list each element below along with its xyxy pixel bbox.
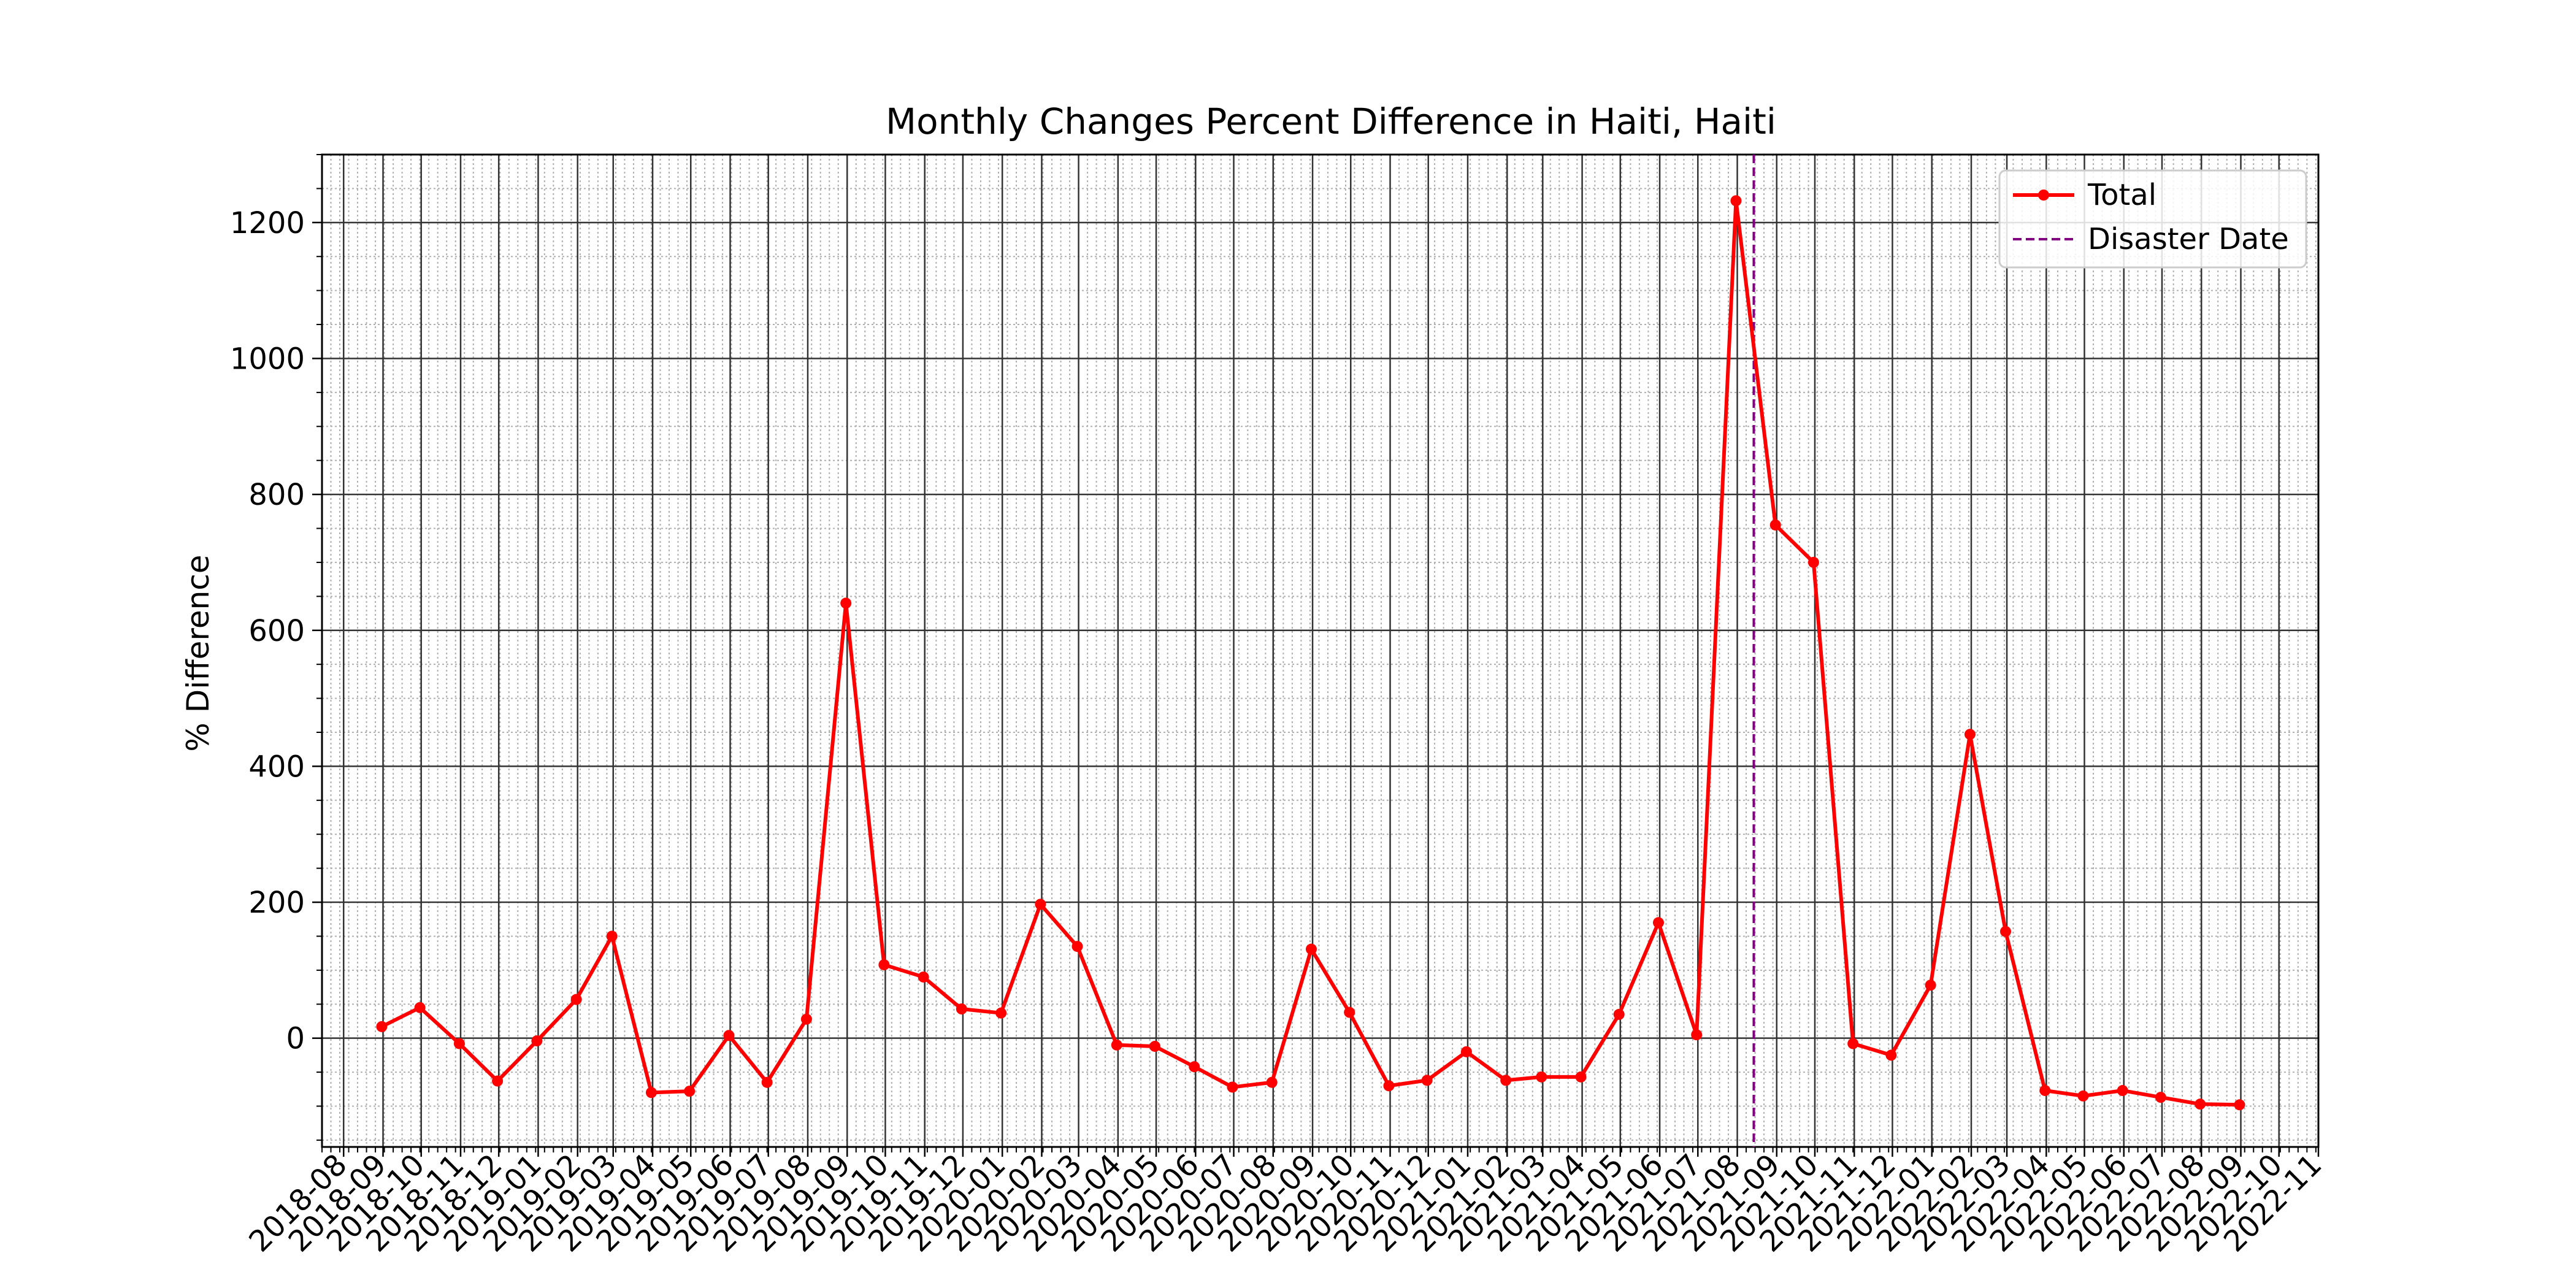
data-point bbox=[570, 994, 582, 1005]
data-point bbox=[492, 1075, 504, 1087]
data-point bbox=[1383, 1080, 1395, 1092]
data-point bbox=[1460, 1046, 1472, 1057]
legend-total-marker bbox=[2038, 190, 2049, 201]
y-tick-label: 0 bbox=[286, 1022, 305, 1056]
data-point bbox=[1344, 1006, 1355, 1018]
y-tick-label: 200 bbox=[248, 886, 305, 920]
data-point bbox=[1071, 941, 1083, 953]
data-point bbox=[414, 1002, 426, 1013]
data-point bbox=[1227, 1081, 1238, 1093]
plot-frame bbox=[321, 153, 2320, 1148]
data-point bbox=[2155, 1092, 2166, 1103]
data-point bbox=[2234, 1099, 2245, 1111]
y-tick-label: 1200 bbox=[230, 206, 305, 240]
data-point bbox=[376, 1021, 388, 1032]
chart-title: Monthly Changes Percent Difference in Ha… bbox=[886, 101, 1776, 142]
data-point bbox=[2195, 1098, 2206, 1110]
legend-total-label: Total bbox=[2087, 178, 2156, 212]
data-point bbox=[453, 1038, 465, 1049]
data-point bbox=[878, 959, 890, 970]
data-point bbox=[1885, 1049, 1897, 1061]
data-point bbox=[840, 597, 852, 609]
y-tick-label: 800 bbox=[248, 478, 305, 512]
data-point bbox=[531, 1035, 543, 1047]
data-point bbox=[1964, 729, 1976, 740]
data-point bbox=[956, 1003, 967, 1015]
data-point bbox=[1305, 943, 1317, 955]
data-point bbox=[1999, 926, 2011, 937]
y-tick-label: 600 bbox=[248, 614, 305, 648]
data-point bbox=[800, 1013, 812, 1025]
x-axis-ticks: 2018-082018-092018-102018-112018-122019-… bbox=[242, 1147, 2328, 1259]
data-point bbox=[1266, 1076, 1278, 1088]
y-tick-label: 1000 bbox=[230, 342, 305, 376]
data-point bbox=[1575, 1071, 1587, 1083]
data-point bbox=[1421, 1075, 1433, 1086]
data-point bbox=[1111, 1039, 1122, 1051]
data-point bbox=[1149, 1040, 1160, 1052]
data-point bbox=[1189, 1061, 1200, 1073]
data-point bbox=[1536, 1071, 1547, 1083]
data-point bbox=[1925, 979, 1936, 991]
data-point bbox=[1035, 899, 1046, 910]
y-axis-ticks: 0 200 400 600 800 1000 1200 bbox=[230, 154, 322, 1141]
legend-box bbox=[1998, 169, 2307, 269]
legend-disaster-label: Disaster Date bbox=[2088, 222, 2289, 256]
data-point bbox=[2077, 1090, 2089, 1102]
legend: Total Disaster Date bbox=[1998, 169, 2307, 269]
data-point bbox=[1847, 1038, 1859, 1049]
data-point bbox=[2117, 1085, 2128, 1097]
data-point bbox=[1652, 917, 1664, 929]
data-point bbox=[723, 1030, 735, 1041]
y-axis-label: % Difference bbox=[180, 554, 216, 751]
data-point bbox=[1730, 195, 1742, 207]
data-point bbox=[684, 1086, 696, 1097]
data-point bbox=[2039, 1085, 2051, 1097]
data-point bbox=[1769, 519, 1781, 531]
data-point bbox=[761, 1076, 773, 1088]
series-total bbox=[376, 195, 2245, 1111]
data-point bbox=[606, 930, 618, 942]
data-point bbox=[1500, 1075, 1512, 1086]
data-point bbox=[918, 971, 929, 983]
data-point bbox=[995, 1007, 1007, 1019]
data-point bbox=[1613, 1008, 1625, 1020]
grid bbox=[321, 154, 2320, 1147]
y-tick-label: 400 bbox=[248, 749, 305, 784]
data-point bbox=[1691, 1029, 1703, 1041]
data-point bbox=[645, 1087, 657, 1098]
axes bbox=[321, 153, 2320, 1148]
data-point bbox=[1807, 556, 1819, 568]
